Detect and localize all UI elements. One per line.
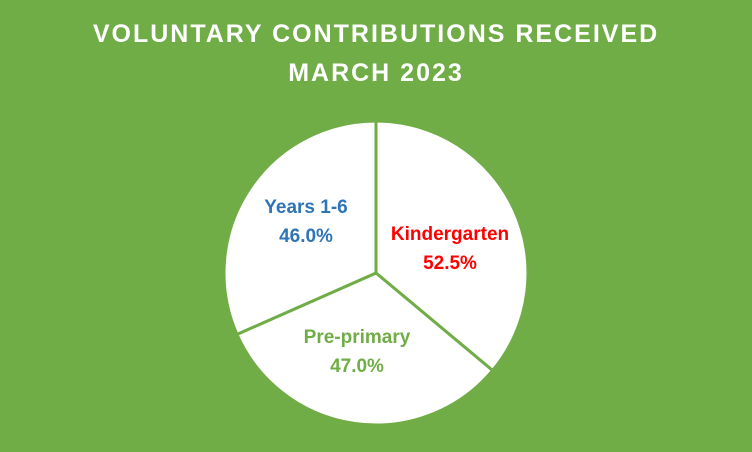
slice-name-label: Pre-primary: [304, 327, 411, 348]
slice-name-label: Years 1-6: [264, 197, 347, 218]
pie-slice-kindergarten: [374, 119, 530, 373]
slice-name-label: Kindergarten: [391, 224, 509, 245]
chart-title: VOLUNTARY CONTRIBUTIONS RECEIVED: [92, 20, 660, 48]
slice-value-label: 47.0%: [330, 356, 384, 377]
pie-slice-pre-primary: [234, 271, 495, 427]
pie-slice-years-1-6: [222, 119, 378, 337]
slice-value-label: 52.5%: [423, 253, 477, 274]
chart-subtitle: MARCH 2023: [288, 59, 464, 87]
slice-value-label: 46.0%: [279, 226, 333, 247]
